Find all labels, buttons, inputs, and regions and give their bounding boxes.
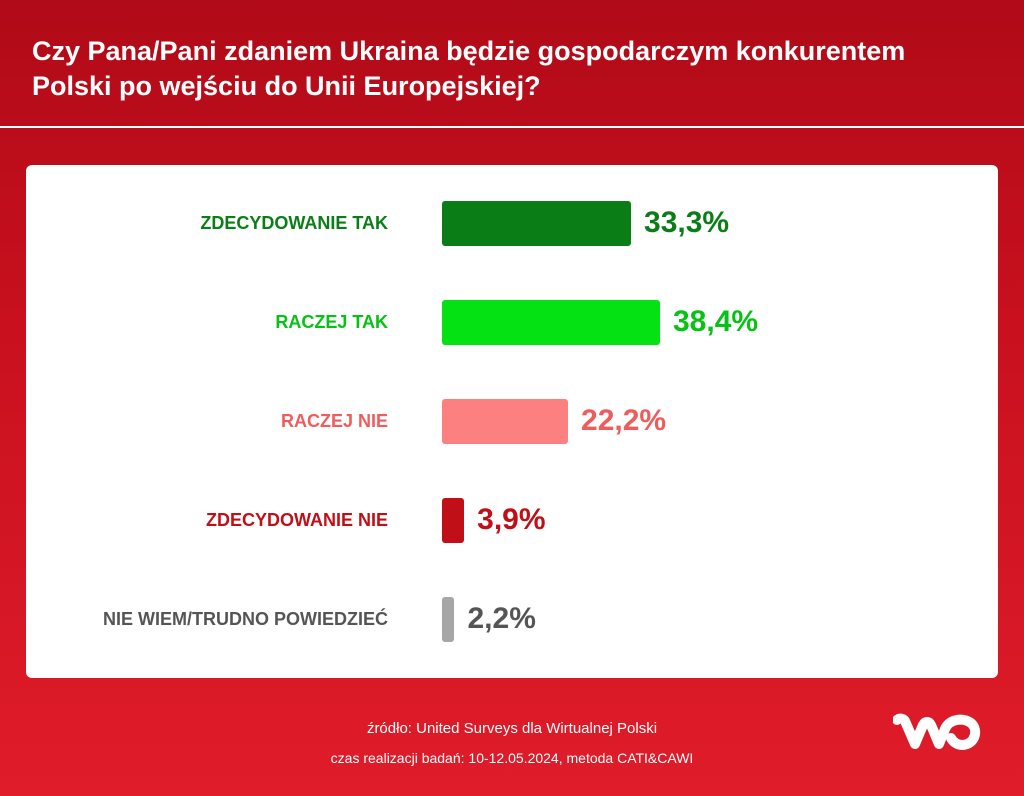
method-note: czas realizacji badań: 10-12.05.2024, me… bbox=[330, 750, 694, 766]
chart-card: ZDECYDOWANIE TAK 33,3% RACZEJ TAK 38,4% RACZ… bbox=[26, 165, 998, 678]
bar bbox=[442, 300, 660, 345]
wp-logo-w bbox=[893, 713, 950, 749]
source-note: źródło: United Surveys dla Wirtualnej Po… bbox=[366, 720, 658, 737]
category-label: NIE WIEM/TRUDNO POWIEDZIEĆ bbox=[103, 609, 388, 629]
value-label: 33,3% bbox=[644, 206, 730, 239]
wp-logo-p bbox=[940, 714, 981, 750]
category-label: RACZEJ NIE bbox=[280, 411, 388, 431]
value-label: 22,2% bbox=[581, 404, 667, 437]
value-label: 38,4% bbox=[673, 305, 759, 338]
category-label: ZDECYDOWANIE TAK bbox=[200, 213, 388, 233]
bar bbox=[442, 399, 569, 444]
value-label: 2,2% bbox=[467, 602, 536, 635]
bar bbox=[442, 498, 465, 543]
wp-logo-icon bbox=[893, 713, 981, 750]
chart-title: Czy Pana/Pani zdaniem Ukraina będzie gos… bbox=[32, 36, 906, 101]
bar bbox=[442, 201, 632, 246]
category-label: RACZEJ TAK bbox=[275, 312, 388, 332]
bar bbox=[442, 597, 455, 642]
value-label: 3,9% bbox=[477, 503, 546, 536]
category-label: ZDECYDOWANIE NIE bbox=[205, 510, 388, 530]
title-divider bbox=[0, 126, 1024, 128]
